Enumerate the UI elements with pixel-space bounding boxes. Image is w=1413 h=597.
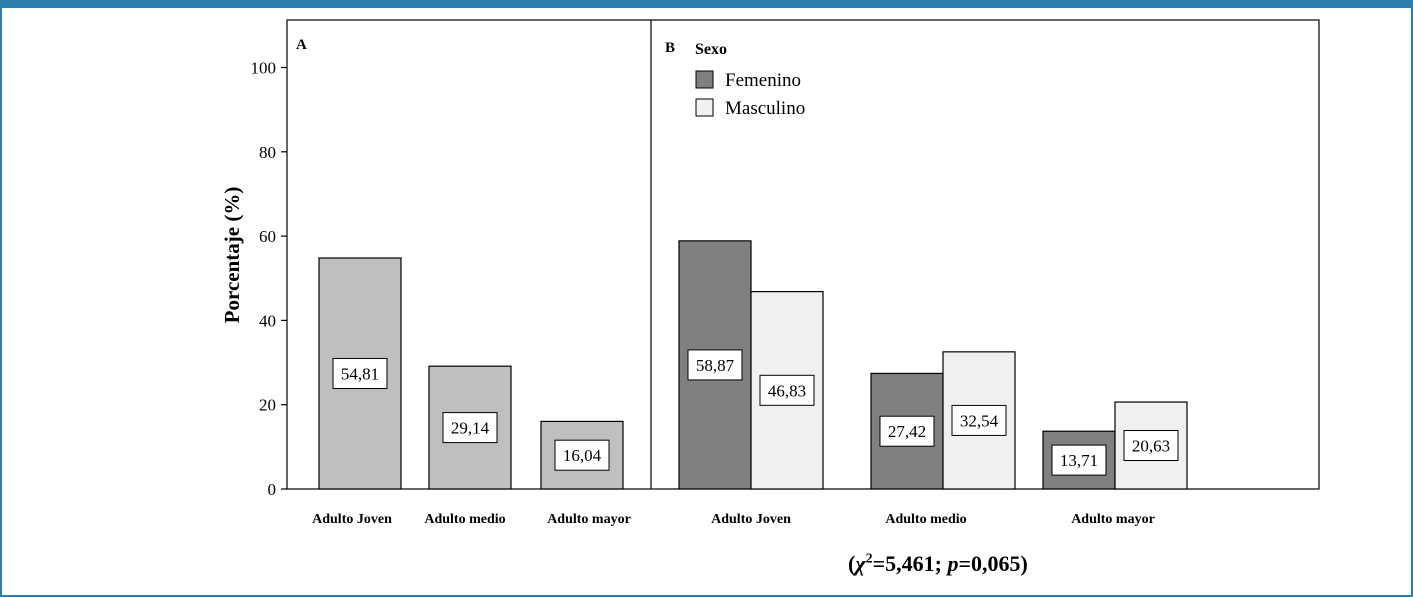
panel-a-label: A <box>296 37 307 53</box>
y-tick-label: 100 <box>251 59 277 78</box>
data-label: 13,71 <box>1060 451 1098 470</box>
legend-swatch-femenino <box>695 70 714 89</box>
category-label-a: Adulto medio <box>424 512 505 527</box>
top-banner <box>0 0 1413 8</box>
data-label: 46,83 <box>768 381 806 400</box>
legend: Sexo Femenino Masculino <box>695 41 805 119</box>
y-axis: 0 20 40 60 80 100 <box>251 59 287 499</box>
p-value: =0,065) <box>958 551 1028 576</box>
y-tick-label: 0 <box>268 480 277 499</box>
data-label-box <box>332 357 388 389</box>
data-label: 16,04 <box>563 446 602 465</box>
category-label-a: Adulto Joven <box>312 512 392 527</box>
p-symbol: p <box>947 551 959 576</box>
data-label: 54,81 <box>341 364 379 383</box>
y-tick-label: 40 <box>259 311 276 330</box>
data-label: 20,63 <box>1132 437 1170 456</box>
category-label-a: Adulto mayor <box>547 512 631 527</box>
category-label-b: Adulto mayor <box>1071 512 1155 527</box>
chi-value: =5,461; <box>872 551 948 576</box>
data-label: 27,42 <box>888 422 926 441</box>
data-label-box <box>1051 444 1107 476</box>
bars: 54,81 29,14 16,04 58,87 27,42 13,71 46,83 32,54… <box>318 240 1188 490</box>
data-label-box <box>554 439 610 471</box>
category-label-b: Adulto Joven <box>711 512 791 527</box>
data-label: 29,14 <box>451 419 490 438</box>
statistic-annotation: (χ2=5,461; p=0,065) <box>848 551 1028 577</box>
y-tick-label: 80 <box>259 143 276 162</box>
data-label-box <box>951 404 1007 436</box>
legend-title: Sexo <box>695 41 727 58</box>
category-label-b: Adulto medio <box>885 512 966 527</box>
stat-open: ( <box>848 551 856 576</box>
data-label-box <box>442 412 498 444</box>
data-label-box <box>687 349 743 381</box>
legend-label-femenino: Femenino <box>725 70 801 91</box>
data-label-box <box>1123 430 1179 462</box>
x-axis: Adulto Joven Adulto medio Adulto mayor Adul… <box>312 512 1155 527</box>
chi-symbol: χ <box>855 551 866 576</box>
data-label-box <box>759 374 815 406</box>
data-label-box <box>879 415 935 447</box>
y-tick-label: 60 <box>259 227 276 246</box>
y-tick-label: 20 <box>259 396 276 415</box>
data-label: 32,54 <box>960 411 999 430</box>
legend-label-masculino: Masculino <box>725 98 805 119</box>
y-axis-label: Porcentaje (%) <box>220 187 244 324</box>
panel-b-label: B <box>665 40 675 56</box>
data-label: 58,87 <box>696 356 735 375</box>
legend-swatch-masculino <box>695 98 714 117</box>
chi-superscript: 2 <box>865 551 873 567</box>
